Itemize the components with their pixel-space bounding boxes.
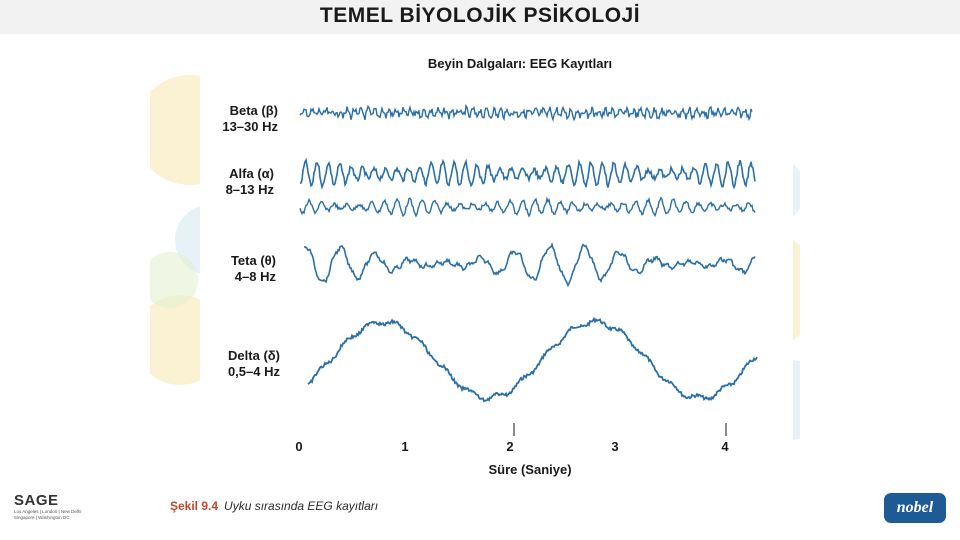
sage-logo-text: SAGE bbox=[14, 492, 59, 509]
tick-label-3: 3 bbox=[611, 439, 619, 454]
delta-label: Delta (δ) 0,5–4 Hz bbox=[190, 348, 280, 380]
sage-logo: SAGE Los Angeles | London | New Delhi Si… bbox=[14, 492, 84, 521]
tick-label-4: 4 bbox=[721, 439, 729, 454]
alpha-wave-1 bbox=[299, 157, 756, 190]
figure-caption: Şekil 9.4 Uyku sırasında EEG kayıtları bbox=[170, 499, 378, 513]
header-bar: TEMEL BİYOLOJİK PSİKOLOJİ bbox=[0, 0, 960, 34]
tick-label-1: 1 bbox=[401, 439, 409, 454]
sage-logo-cities: Los Angeles | London | New Delhi Singapo… bbox=[14, 509, 82, 520]
figure-title: Beyin Dalgaları: EEG Kayıtları bbox=[427, 56, 613, 71]
alpha-label: Alfa (α) 8–13 Hz bbox=[184, 166, 274, 198]
theta-wave bbox=[303, 242, 756, 288]
theta-label: Teta (θ) 4–8 Hz bbox=[186, 253, 276, 285]
beta-range: 13–30 Hz bbox=[222, 119, 278, 134]
tick-label-0: 0 bbox=[295, 439, 303, 454]
theta-range: 4–8 Hz bbox=[234, 269, 276, 284]
caption-text: Uyku sırasında EEG kayıtları bbox=[224, 499, 379, 513]
beta-wave bbox=[299, 103, 753, 122]
nobel-logo: nobel bbox=[884, 493, 946, 523]
delta-wave bbox=[307, 316, 758, 403]
delta-name: Delta (δ) bbox=[228, 348, 280, 363]
caption-number: Şekil 9.4 bbox=[170, 499, 219, 513]
page-title: TEMEL BİYOLOJİK PSİKOLOJİ bbox=[319, 4, 641, 27]
delta-range: 0,5–4 Hz bbox=[227, 364, 280, 379]
beta-name: Beta (β) bbox=[229, 103, 278, 118]
alpha-wave-2 bbox=[299, 196, 756, 218]
alpha-range: 8–13 Hz bbox=[225, 182, 274, 197]
theta-name: Teta (θ) bbox=[230, 253, 276, 268]
alpha-name: Alfa (α) bbox=[229, 166, 274, 181]
x-axis-label: Süre (Saniye) bbox=[488, 462, 572, 477]
beta-label: Beta (β) 13–30 Hz bbox=[188, 103, 278, 135]
tick-label-2: 2 bbox=[506, 439, 514, 454]
